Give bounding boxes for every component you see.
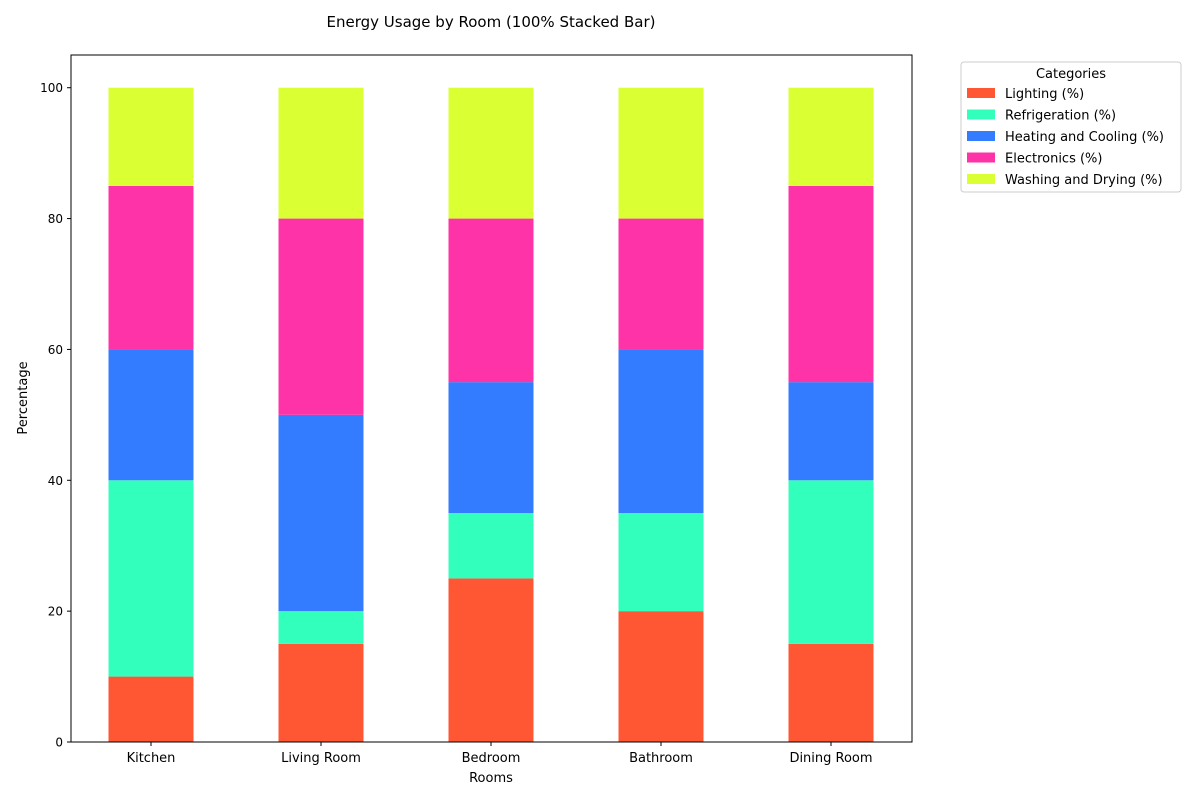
x-tick-label: Kitchen — [127, 751, 176, 766]
bar-segment — [448, 87, 534, 219]
bar-segment — [278, 218, 364, 415]
bar-segment — [448, 513, 534, 579]
bar-segment — [108, 480, 194, 677]
x-axis-label: Rooms — [469, 771, 513, 786]
x-tick-label: Bathroom — [629, 751, 693, 766]
legend-swatch — [967, 131, 995, 141]
bar-segment — [788, 480, 874, 644]
bar-segment — [108, 676, 194, 742]
plot-frame — [70, 54, 913, 743]
legend-label: Refrigeration (%) — [1005, 109, 1116, 124]
x-axis: Kitchen Living Room Bedroom Bathroom Dining … — [127, 742, 873, 766]
legend-label: Washing and Drying (%) — [1005, 173, 1163, 188]
bar-segment — [788, 382, 874, 481]
bars-group — [108, 87, 874, 742]
bar-segment — [618, 87, 704, 219]
x-tick-label: Living Room — [281, 751, 361, 766]
y-tick-label: 60 — [48, 343, 63, 357]
legend-title: Categories — [1036, 67, 1106, 82]
legend-frame — [960, 61, 1182, 193]
bar-segment — [788, 185, 874, 383]
legend-swatch — [967, 88, 995, 98]
bar-segment — [278, 87, 364, 219]
bar-segment — [448, 382, 534, 513]
bar-segment — [788, 643, 874, 742]
legend-label: Electronics (%) — [1005, 152, 1102, 167]
bar-segment — [108, 349, 194, 481]
y-tick-label: 80 — [48, 212, 63, 226]
bar-segment — [278, 611, 364, 644]
y-axis: 0 20 40 60 80 100 — [40, 81, 71, 750]
bar-segment — [448, 578, 534, 742]
y-tick-label: 100 — [40, 81, 63, 95]
bar-segment — [108, 185, 194, 350]
bar-segment — [278, 414, 364, 612]
legend-swatch — [967, 174, 995, 184]
legend-swatch — [967, 109, 995, 120]
y-tick-label: 0 — [55, 736, 63, 750]
legend-label: Heating and Cooling (%) — [1005, 130, 1164, 145]
bar-segment — [448, 218, 534, 383]
bar-segment — [108, 87, 194, 186]
legend-items: Lighting (%) Refrigeration (%) Heating and… — [967, 87, 1164, 188]
legend-label: Lighting (%) — [1005, 87, 1084, 102]
y-tick-label: 40 — [48, 474, 63, 488]
bar-segment — [278, 643, 364, 742]
legend-swatch — [967, 152, 995, 163]
y-tick-label: 20 — [48, 605, 63, 619]
bar-segment — [618, 218, 704, 350]
bar-segment — [618, 513, 704, 612]
bar-segment — [618, 349, 704, 513]
legend: Categories Lighting (%) Refrigeration (%)… — [960, 61, 1182, 193]
x-tick-label: Bedroom — [462, 751, 521, 766]
bar-segment — [788, 87, 874, 186]
chart-title: Energy Usage by Room (100% Stacked Bar) — [327, 13, 656, 31]
x-tick-label: Dining Room — [789, 751, 872, 766]
y-axis-label: Percentage — [16, 361, 31, 434]
bar-segment — [618, 611, 704, 742]
